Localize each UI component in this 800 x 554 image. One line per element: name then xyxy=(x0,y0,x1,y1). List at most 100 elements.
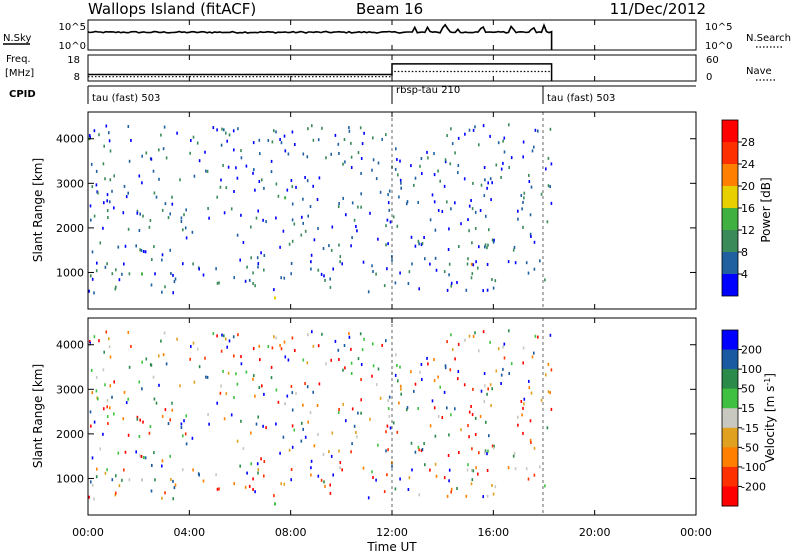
power-cell xyxy=(173,280,176,284)
velocity-cell xyxy=(350,450,352,454)
power-cell xyxy=(472,263,475,267)
velocity-heatmap xyxy=(88,329,553,506)
power-cell xyxy=(446,200,448,204)
power-cell xyxy=(338,243,340,247)
power-cell xyxy=(522,140,525,144)
power-cell xyxy=(421,172,423,175)
velocity-cell xyxy=(486,452,488,456)
velocity-cell xyxy=(522,361,524,365)
power-cell xyxy=(411,262,413,266)
power-colorbar-tick: 4 xyxy=(741,268,748,281)
power-cell xyxy=(420,157,423,160)
velocity-cell xyxy=(310,473,312,477)
velocity-cell xyxy=(141,360,143,364)
velocity-cell xyxy=(182,468,184,472)
power-cell xyxy=(389,220,392,224)
power-cell xyxy=(301,215,303,219)
power-cell xyxy=(446,288,449,292)
power-cell xyxy=(332,267,334,271)
velocity-cell xyxy=(256,462,259,466)
velocity-cell xyxy=(145,357,148,361)
power-cell xyxy=(487,181,489,185)
power-cell xyxy=(388,189,391,193)
velocity-cell xyxy=(338,408,340,411)
power-cell xyxy=(114,287,117,291)
velocity-cell xyxy=(545,373,547,377)
velocity-cell xyxy=(254,490,256,494)
power-cell xyxy=(414,176,417,180)
velocity-cell xyxy=(435,474,438,478)
power-cell xyxy=(113,174,115,178)
velocity-cell xyxy=(207,413,209,416)
power-cell xyxy=(467,218,469,222)
power-cell xyxy=(302,197,304,201)
velocity-cell xyxy=(93,420,96,424)
velocity-cell xyxy=(304,382,306,385)
power-cell xyxy=(391,258,393,262)
power-cell xyxy=(144,250,147,254)
power-cell xyxy=(265,220,267,224)
velocity-cell xyxy=(449,368,452,372)
velocity-cell xyxy=(280,482,282,486)
power-cell xyxy=(417,201,419,204)
power-cell xyxy=(433,152,435,155)
velocity-cell xyxy=(109,355,112,359)
velocity-cell xyxy=(260,457,262,461)
velocity-cell xyxy=(420,449,423,453)
power-cell xyxy=(529,232,532,236)
power-cell xyxy=(395,147,397,151)
velocity-cell xyxy=(141,387,143,391)
velocity-cell xyxy=(102,368,105,372)
velocity-cell xyxy=(172,497,174,501)
power-cell xyxy=(182,262,184,266)
power-cell xyxy=(322,247,325,250)
velocity-cell xyxy=(464,338,466,342)
velocity-cell xyxy=(355,431,357,434)
power-cell xyxy=(450,284,452,288)
power-cell xyxy=(546,220,549,224)
velocity-cell xyxy=(158,383,160,387)
velocity-cell xyxy=(161,459,164,463)
power-cell xyxy=(104,265,107,269)
x-tick-label: 12:00 xyxy=(376,526,408,539)
power-cell xyxy=(225,131,227,135)
power-cell xyxy=(386,218,389,222)
velocity-cell xyxy=(233,482,235,486)
power-cell xyxy=(351,201,354,205)
velocity-cell xyxy=(169,418,171,422)
beam-title: Beam 16 xyxy=(356,0,423,18)
velocity-cell xyxy=(93,497,95,501)
velocity-cell xyxy=(117,451,120,455)
power-cell xyxy=(286,188,289,192)
velocity-cell xyxy=(240,362,243,366)
velocity-cell xyxy=(341,468,343,472)
power-cell xyxy=(291,202,294,206)
velocity-cell xyxy=(482,495,484,499)
power-cell xyxy=(457,171,459,175)
velocity-cell xyxy=(339,461,342,465)
velocity-cell xyxy=(399,477,401,481)
velocity-colorbar-swatch xyxy=(722,486,738,507)
power-cell xyxy=(103,144,105,148)
power-cell xyxy=(198,159,201,163)
power-cell xyxy=(474,210,477,214)
velocity-cell xyxy=(202,479,205,483)
power-cell xyxy=(184,226,187,230)
power-cell xyxy=(108,131,110,135)
power-cell xyxy=(150,283,153,287)
velocity-cell xyxy=(433,406,436,410)
velocity-cell xyxy=(484,449,487,453)
velocity-cell xyxy=(470,482,473,486)
power-cell xyxy=(520,194,523,197)
velocity-cell xyxy=(530,391,533,395)
power-cell xyxy=(396,158,398,161)
velocity-cell xyxy=(257,468,260,472)
power-cell xyxy=(371,168,373,172)
power-cell xyxy=(334,133,337,137)
velocity-colorbar-tick: -200 xyxy=(741,480,766,493)
velocity-cell xyxy=(325,362,327,366)
power-cell xyxy=(230,207,233,211)
power-cell xyxy=(484,243,487,247)
velocity-cell xyxy=(151,464,153,467)
power-cell xyxy=(103,201,105,205)
